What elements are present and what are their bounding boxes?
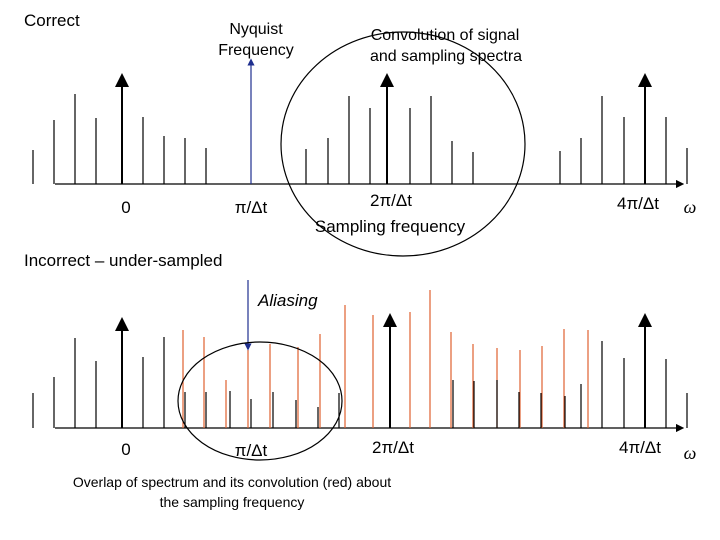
- nyquist-label-line2: Frequency: [218, 42, 294, 59]
- convolution-label-line1: Convolution of signal: [371, 27, 520, 44]
- bottom-tick-2pi: 2π/Δt: [372, 438, 414, 457]
- caption-line1: Overlap of spectrum and its convolution …: [73, 474, 391, 490]
- bottom-tick-4pi: 4π/Δt: [619, 438, 661, 457]
- nyquist-label-line1: Nyquist: [229, 21, 283, 38]
- top-omega-symbol: ω: [684, 197, 697, 217]
- top-heading: Correct: [24, 11, 80, 30]
- sampling-frequency-label: Sampling frequency: [315, 217, 466, 236]
- top-spectrum-spikes: [32, 94, 688, 184]
- caption-line2: the sampling frequency: [160, 494, 305, 510]
- bottom-convolution-spikes: [182, 290, 589, 428]
- top-tick-0: 0: [121, 198, 130, 217]
- top-tick-pi: π/Δt: [235, 198, 268, 217]
- aliasing-label: Aliasing: [257, 291, 318, 310]
- bottom-tick-0: 0: [121, 440, 130, 459]
- bottom-tick-pi: π/Δt: [235, 441, 268, 460]
- top-tick-2pi: 2π/Δt: [370, 191, 412, 210]
- bottom-omega-symbol: ω: [684, 443, 697, 463]
- convolution-ellipse: [280, 31, 526, 257]
- bottom-heading: Incorrect – under-sampled: [24, 251, 222, 270]
- convolution-label-line2: and sampling spectra: [370, 48, 522, 65]
- bottom-spectrum-spikes: [32, 337, 688, 428]
- top-tick-4pi: 4π/Δt: [617, 194, 659, 213]
- overlap-ellipse: [177, 341, 343, 461]
